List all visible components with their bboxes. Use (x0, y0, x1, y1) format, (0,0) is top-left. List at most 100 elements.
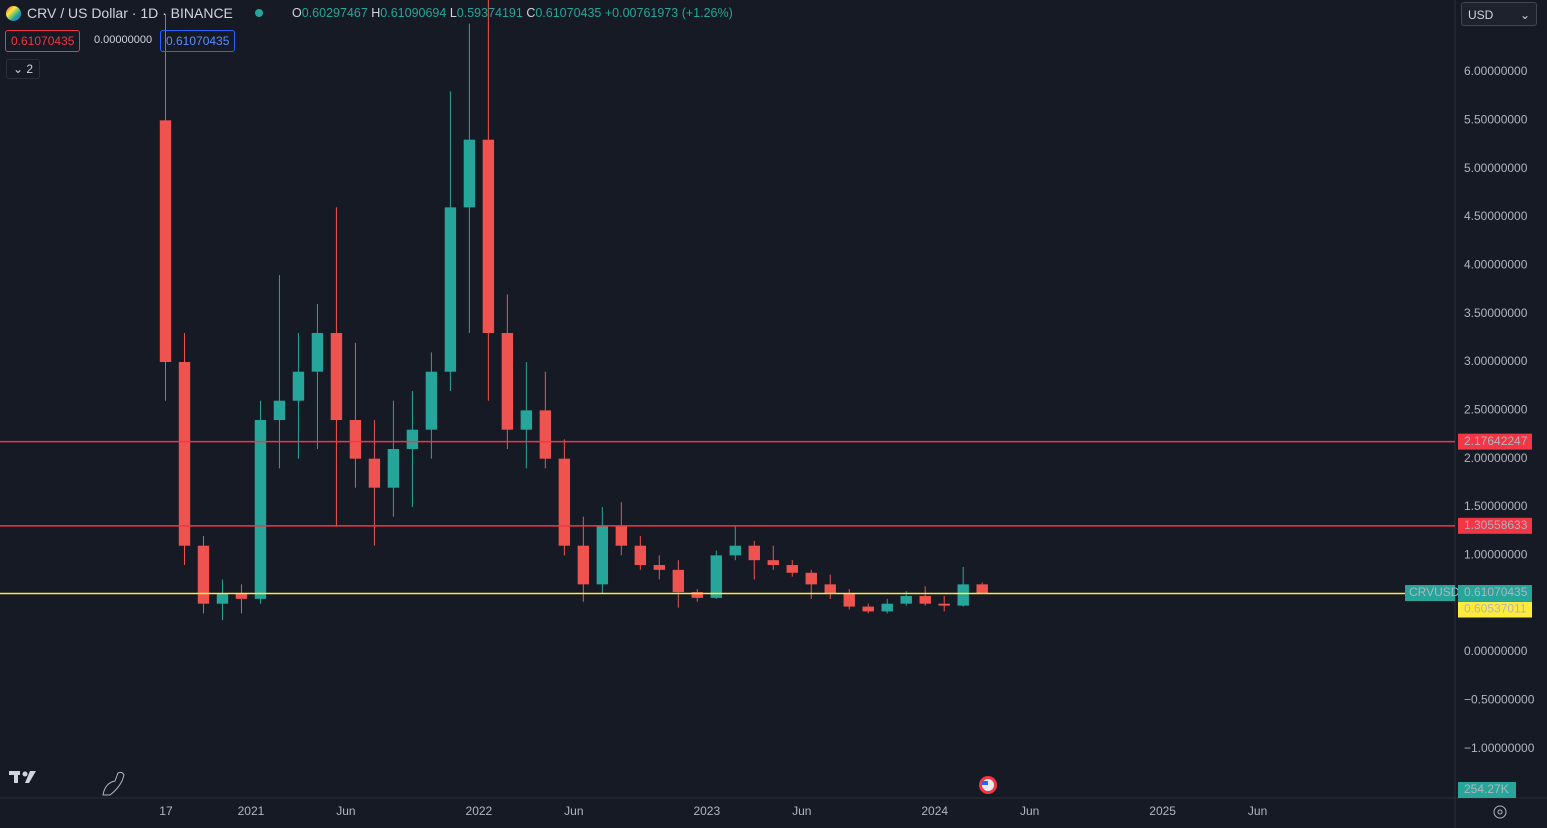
y-tick-label: 3.50000000 (1464, 306, 1528, 320)
level-label: 2.17642247 (1464, 434, 1528, 448)
level-label: 0.60537011 (1464, 602, 1527, 616)
candle-body (577, 545, 590, 585)
candle-body (786, 565, 798, 573)
level-label-bg (1458, 433, 1532, 450)
y-tick-label: 5.50000000 (1464, 113, 1528, 127)
candle-body (900, 595, 912, 604)
candle-body (444, 207, 457, 372)
spread: 0.00000000 (94, 34, 153, 46)
candle-body (273, 400, 286, 421)
level-label-bg (1458, 601, 1532, 618)
symbol-title[interactable]: CRV / US Dollar · 1D · BINANCE (27, 5, 233, 21)
candle-body (558, 458, 571, 546)
tv-logo (9, 771, 36, 783)
y-tick-label: 6.00000000 (1464, 64, 1528, 78)
y-tick-label: 2.50000000 (1464, 403, 1528, 417)
candle-body (520, 410, 533, 430)
h-label: H (371, 6, 381, 20)
x-tick-label: 17 (159, 804, 173, 818)
x-tick-label: Jun (564, 804, 583, 818)
volume-label: 254.27K (1464, 782, 1509, 796)
x-tick-label: 2021 (238, 804, 265, 818)
last-price-bg (1458, 584, 1532, 601)
last-price-label: 0.61070435 (1464, 585, 1528, 599)
x-tick-label: 2025 (1149, 804, 1176, 818)
indicators-toggle[interactable]: ⌄ 2 (6, 59, 41, 79)
candle-body (767, 560, 779, 566)
market-status (254, 9, 263, 17)
y-tick-label: 5.00000000 (1464, 161, 1528, 175)
o-label: O (292, 6, 302, 20)
y-tick-label: 4.00000000 (1464, 258, 1528, 272)
candle-body (615, 526, 628, 546)
candle-body (178, 362, 191, 546)
x-tick-label: 2024 (921, 804, 948, 818)
ohlc-legend: O0.60297467 H0.61090694 L0.59374191 C0.6… (292, 6, 733, 20)
candle-body (330, 333, 343, 421)
y-tick-label: −0.50000000 (1464, 693, 1535, 707)
candle-body (406, 429, 419, 450)
candle-body (824, 584, 836, 595)
last-price-name-bg (1405, 584, 1455, 601)
buy-button[interactable]: 0.61070435 (160, 30, 236, 52)
candle-body (691, 592, 703, 598)
candle-body (748, 545, 760, 561)
symbol-header: CRV / US Dollar · 1D · BINANCE (6, 5, 263, 21)
candle-body (539, 410, 552, 459)
c-label: C (526, 6, 536, 20)
candle-body (710, 555, 722, 598)
candle-body (501, 333, 514, 430)
candle-body (634, 545, 647, 566)
x-tick-label: Jun (1020, 804, 1039, 818)
candle-body (805, 572, 817, 585)
settings-icon[interactable] (1493, 805, 1507, 819)
candle-body (596, 526, 609, 585)
candle-body (216, 594, 229, 604)
y-tick-label: 0.00000000 (1464, 644, 1528, 658)
event-flag[interactable] (979, 776, 997, 794)
candle-body (254, 420, 267, 599)
currency-select[interactable]: USD ⌄ (1461, 2, 1537, 26)
level-label: 1.30558633 (1464, 518, 1528, 532)
candle-body (672, 569, 685, 593)
open-value: 0.60297467 (301, 6, 368, 20)
candle-body (292, 371, 305, 401)
replay-icon[interactable] (102, 771, 125, 796)
y-tick-label: 3.00000000 (1464, 354, 1528, 368)
candle-body (938, 603, 950, 606)
candle-body (881, 603, 893, 612)
y-tick-label: 4.50000000 (1464, 209, 1528, 223)
candle-body (159, 120, 172, 363)
candle-body (311, 333, 324, 372)
candle-body (919, 595, 931, 604)
l-label: L (449, 6, 457, 20)
candle-body (653, 565, 666, 570)
close-value: 0.61070435 (535, 6, 602, 20)
candle-body (197, 545, 210, 604)
high-value: 0.61090694 (380, 6, 447, 20)
candle-body (463, 139, 476, 208)
candle-body (957, 584, 969, 606)
level-label-bg (1458, 517, 1532, 534)
y-tick-label: 2.00000000 (1464, 451, 1528, 465)
candle-body (976, 584, 988, 593)
x-tick-label: Jun (336, 804, 355, 818)
candle-body (843, 594, 855, 607)
candle-body (368, 458, 381, 488)
candle-body (425, 371, 438, 430)
candle-body (482, 139, 495, 334)
change-value: +0.00761973 (+1.26%) (604, 6, 733, 20)
sell-button[interactable]: 0.61070435 (5, 30, 81, 52)
y-tick-label: 1.00000000 (1464, 548, 1528, 562)
x-tick-label: 2022 (466, 804, 493, 818)
volume-label-bg (1458, 782, 1516, 798)
symbol-logo (6, 5, 21, 21)
last-price-name: CRVUSD (1409, 585, 1460, 599)
candle-body (235, 594, 248, 599)
candle-body (729, 545, 741, 556)
y-tick-label: 1.50000000 (1464, 499, 1528, 513)
y-tick-label: −1.00000000 (1464, 741, 1535, 755)
